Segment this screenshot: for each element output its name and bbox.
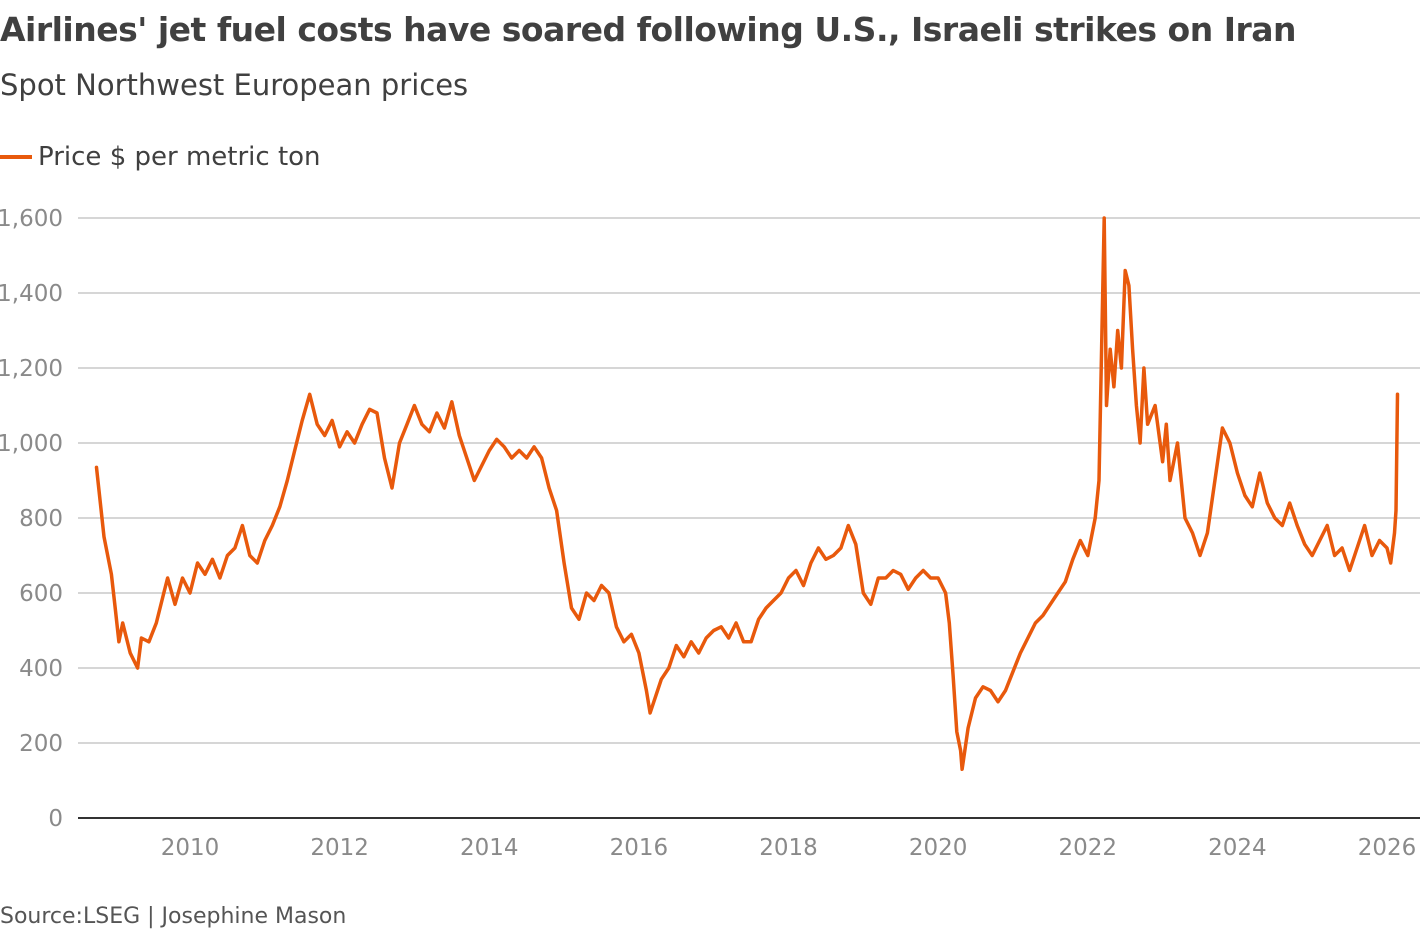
y-tick-label: 1,000: [0, 431, 63, 457]
legend-swatch: [0, 155, 32, 159]
x-tick-label: 2012: [310, 835, 369, 861]
y-tick-label: 1,400: [0, 281, 63, 307]
chart-subtitle: Spot Northwest European prices: [0, 68, 469, 102]
y-tick-label: 800: [19, 506, 63, 532]
y-tick-label: 0: [48, 806, 63, 832]
x-tick-label: 2016: [610, 835, 669, 861]
chart-title: Airlines' jet fuel costs have soared fol…: [0, 10, 1297, 49]
y-tick-label: 1,600: [0, 206, 63, 232]
source-note: Source:LSEG | Josephine Mason: [0, 904, 347, 929]
y-tick-label: 200: [19, 731, 63, 757]
x-tick-label: 2024: [1208, 835, 1267, 861]
series-line-price: [94, 216, 1400, 772]
legend-label: Price $ per metric ton: [38, 142, 321, 172]
x-tick-label: 2020: [909, 835, 968, 861]
x-tick-label: 2018: [759, 835, 818, 861]
y-tick-label: 600: [19, 581, 63, 607]
x-tick-label: 2026: [1358, 835, 1417, 861]
x-tick-label: 2014: [460, 835, 519, 861]
y-tick-label: 1,200: [0, 356, 63, 382]
y-tick-label: 400: [19, 656, 63, 682]
legend: Price $ per metric ton: [0, 142, 321, 172]
x-tick-label: 2010: [161, 835, 220, 861]
x-tick-label: 2022: [1058, 835, 1117, 861]
